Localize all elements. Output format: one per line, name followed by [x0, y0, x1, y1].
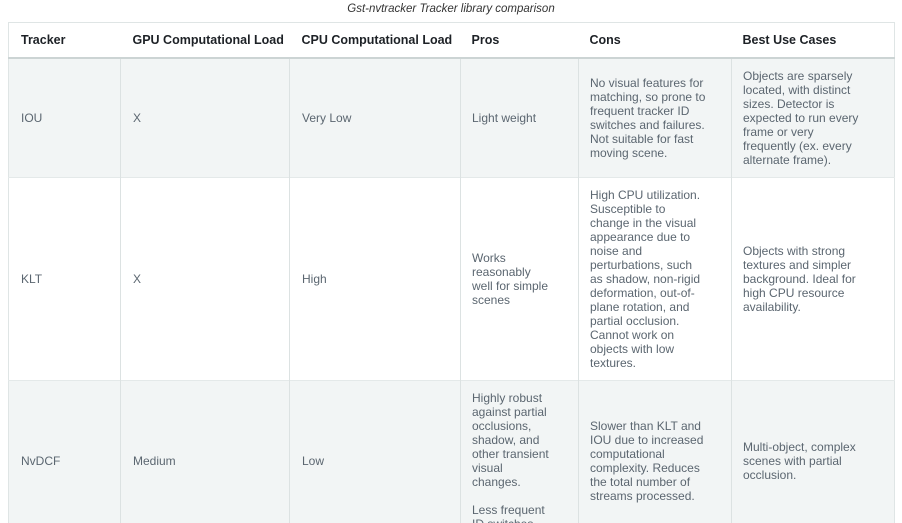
iou-cpu-load: Very Low	[289, 57, 461, 178]
header-cell-tracker: Tracker	[8, 22, 121, 59]
iou-cons: No visual features for matching, so pron…	[578, 57, 732, 178]
tracker-comparison-table: Tracker GPU Computational Load CPU Compu…	[8, 22, 895, 523]
header-cell-pros: Pros	[460, 22, 579, 59]
iou-pros: Light weight	[460, 57, 579, 178]
nvdcf-cons: Slower than KLT and IOU due to increased…	[578, 380, 732, 523]
nvdcf-tracker-name: NvDCF	[8, 380, 121, 523]
iou-gpu-load: X	[120, 57, 290, 178]
nvdcf-pros: Highly robust against partial occlusions…	[460, 380, 579, 523]
klt-pros: Works reasonably well for simple scenes	[460, 177, 579, 381]
nvdcf-best-use-cases: Multi-object, complex scenes with partia…	[731, 380, 895, 523]
iou-tracker-name: IOU	[8, 57, 121, 178]
table-row-iou: IOU X Very Low Light weight No visual fe…	[8, 57, 895, 178]
header-cell-cons: Cons	[578, 22, 732, 59]
table-row-klt: KLT X High Works reasonably well for sim…	[8, 177, 895, 381]
header-row: Tracker GPU Computational Load CPU Compu…	[8, 22, 895, 59]
table-caption: Gst-nvtracker Tracker library comparison	[347, 3, 555, 15]
klt-cpu-load: High	[289, 177, 461, 381]
klt-cons: High CPU utilization. Susceptible to cha…	[578, 177, 732, 381]
nvdcf-gpu-load: Medium	[120, 380, 290, 523]
header-cell-gpu-load: GPU Computational Load	[120, 22, 290, 59]
klt-tracker-name: KLT	[8, 177, 121, 381]
table-row-nvdcf: NvDCF Medium Low Highly robust against p…	[8, 380, 895, 523]
iou-best-use-cases: Objects are sparsely located, with disti…	[731, 57, 895, 178]
nvdcf-cpu-load: Low	[289, 380, 461, 523]
header-cell-best-use-cases: Best Use Cases	[731, 22, 895, 59]
header-cell-cpu-load: CPU Computational Load	[289, 22, 461, 59]
klt-gpu-load: X	[120, 177, 290, 381]
klt-best-use-cases: Objects with strong textures and simpler…	[731, 177, 895, 381]
